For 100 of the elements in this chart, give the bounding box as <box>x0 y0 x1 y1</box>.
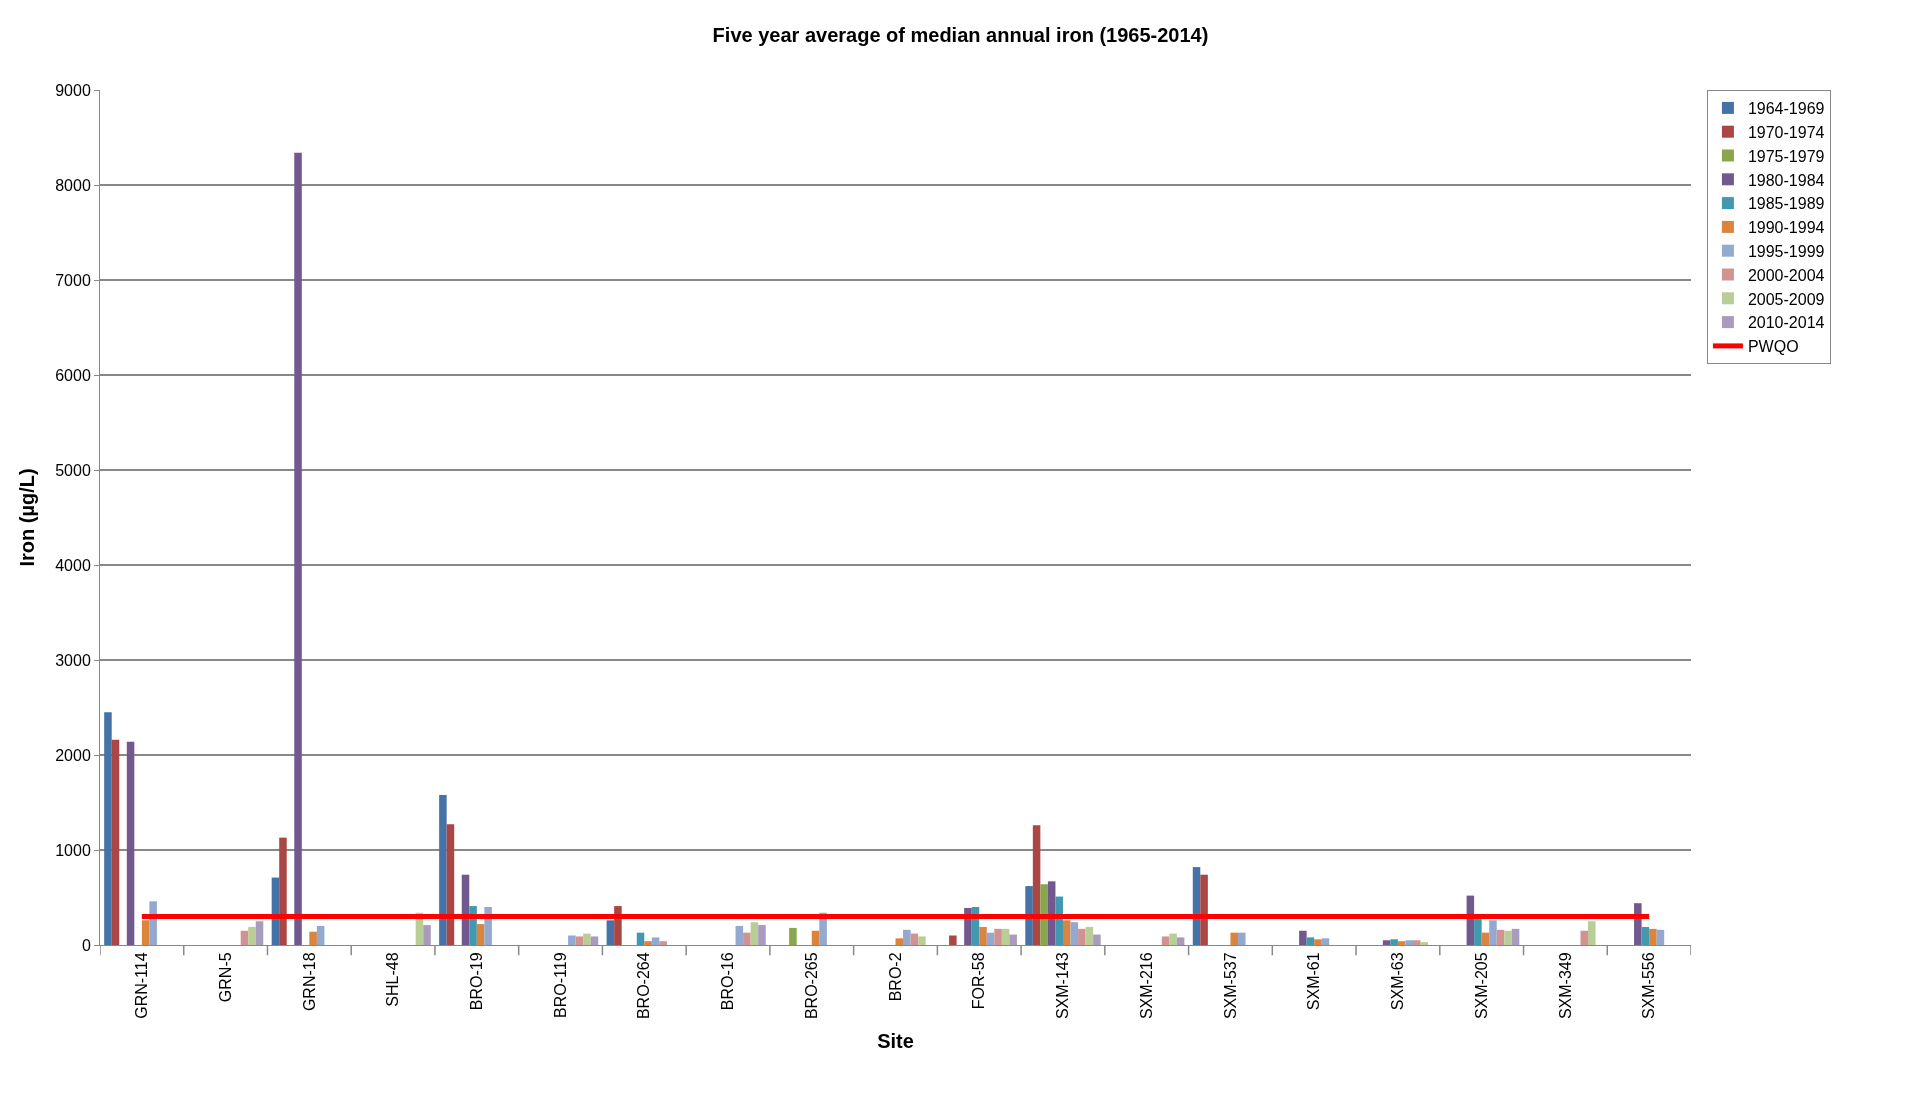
x-tick-label: SXM-61 <box>1305 952 1323 1011</box>
bar <box>994 928 1002 945</box>
bar <box>255 921 264 945</box>
bar <box>910 933 919 945</box>
legend-label: 2000-2004 <box>1747 266 1825 284</box>
bar <box>1390 939 1398 945</box>
bar <box>279 837 287 945</box>
bar <box>1641 926 1650 945</box>
x-tick-label: SXM-349 <box>1556 952 1574 1020</box>
legend-label: 1985-1989 <box>1747 195 1825 213</box>
x-axis-title: Site <box>877 1029 914 1052</box>
legend-label: 2010-2014 <box>1747 314 1825 332</box>
bar <box>1093 934 1101 945</box>
bar <box>439 794 447 945</box>
bar <box>903 929 911 945</box>
bar <box>568 935 576 945</box>
bar <box>644 941 652 945</box>
legend-label: 1990-1994 <box>1747 219 1825 237</box>
bar <box>636 932 645 945</box>
bar <box>583 933 591 945</box>
bar <box>1405 940 1413 945</box>
bar <box>1649 928 1657 945</box>
bar <box>1306 937 1315 945</box>
y-tick-label: 3000 <box>55 651 91 669</box>
x-tick-label: GRN-5 <box>216 952 234 1003</box>
x-tick-label: BRO-264 <box>635 952 653 1020</box>
bar <box>811 930 820 945</box>
bar <box>1230 932 1238 945</box>
bar <box>141 920 150 945</box>
bar <box>1176 937 1185 945</box>
bar <box>743 932 751 945</box>
legend-label: 1964-1969 <box>1747 100 1825 118</box>
y-tick-label: 6000 <box>55 366 91 384</box>
bar <box>1489 920 1497 945</box>
bar <box>575 936 584 945</box>
bar <box>1078 928 1086 945</box>
y-tick-label: 1000 <box>55 841 91 859</box>
legend-label: 1980-1984 <box>1747 171 1825 189</box>
bar <box>1200 874 1208 945</box>
bar <box>1070 922 1079 945</box>
x-tick-label: BRO-119 <box>551 952 569 1018</box>
bar <box>1062 920 1071 945</box>
y-axis-title: Iron (µg/L) <box>15 468 38 567</box>
x-tick-label: BRO-16 <box>719 952 737 1011</box>
bar <box>423 925 431 945</box>
x-tick-label: SXM-216 <box>1137 952 1155 1020</box>
x-tick-label: SXM-143 <box>1054 952 1072 1020</box>
x-tick-label: SXM-205 <box>1472 952 1490 1020</box>
bar <box>1009 934 1017 945</box>
legend-label: 1995-1999 <box>1747 242 1825 260</box>
bar <box>590 936 599 945</box>
bar <box>476 924 485 945</box>
bar <box>1001 928 1010 945</box>
bar <box>104 712 112 945</box>
x-tick-label: FOR-58 <box>970 952 988 1010</box>
bar <box>126 741 135 945</box>
bar <box>240 930 249 945</box>
bar <box>986 932 995 945</box>
legend-label: 1970-1974 <box>1747 123 1825 141</box>
y-tick-label: 8000 <box>55 176 91 194</box>
bar <box>1412 940 1421 945</box>
bar <box>1511 928 1520 945</box>
bar <box>1321 938 1330 945</box>
x-tick-label: GRN-114 <box>133 952 151 1019</box>
legend-label: PWQO <box>1747 338 1799 356</box>
bar <box>606 920 615 945</box>
bar <box>979 926 987 945</box>
y-tick-label: 9000 <box>55 81 91 99</box>
y-tick-label: 0 <box>81 936 91 954</box>
y-tick-label: 2000 <box>55 746 91 764</box>
legend-label: 2005-2009 <box>1747 290 1825 308</box>
x-tick-label: SXM-556 <box>1640 952 1658 1020</box>
bar <box>651 937 660 945</box>
bar <box>789 927 797 945</box>
x-tick-label: SXM-63 <box>1389 952 1407 1011</box>
bar <box>1588 921 1596 945</box>
bar <box>316 926 325 945</box>
bar <box>949 935 957 945</box>
bar <box>758 925 766 945</box>
bar <box>1474 917 1482 945</box>
bar <box>1161 936 1170 945</box>
bar <box>1420 942 1429 945</box>
bar <box>1481 932 1490 945</box>
bar <box>750 922 759 945</box>
bar <box>248 926 256 945</box>
bar <box>659 941 667 945</box>
bar <box>1169 933 1177 945</box>
y-tick-label: 5000 <box>55 461 91 479</box>
bar <box>1299 930 1307 945</box>
bar <box>918 936 926 945</box>
x-tick-label: BRO-2 <box>886 952 904 1002</box>
bar <box>1085 926 1094 945</box>
bar <box>149 901 157 945</box>
x-tick-label: GRN-18 <box>300 952 318 1012</box>
y-tick-label: 4000 <box>55 556 91 574</box>
bar <box>1237 932 1246 945</box>
bar <box>111 739 120 945</box>
bar <box>1025 886 1033 945</box>
chart-title: Five year average of median annual iron (1965-2014) <box>712 23 1209 46</box>
bar <box>1314 939 1322 945</box>
